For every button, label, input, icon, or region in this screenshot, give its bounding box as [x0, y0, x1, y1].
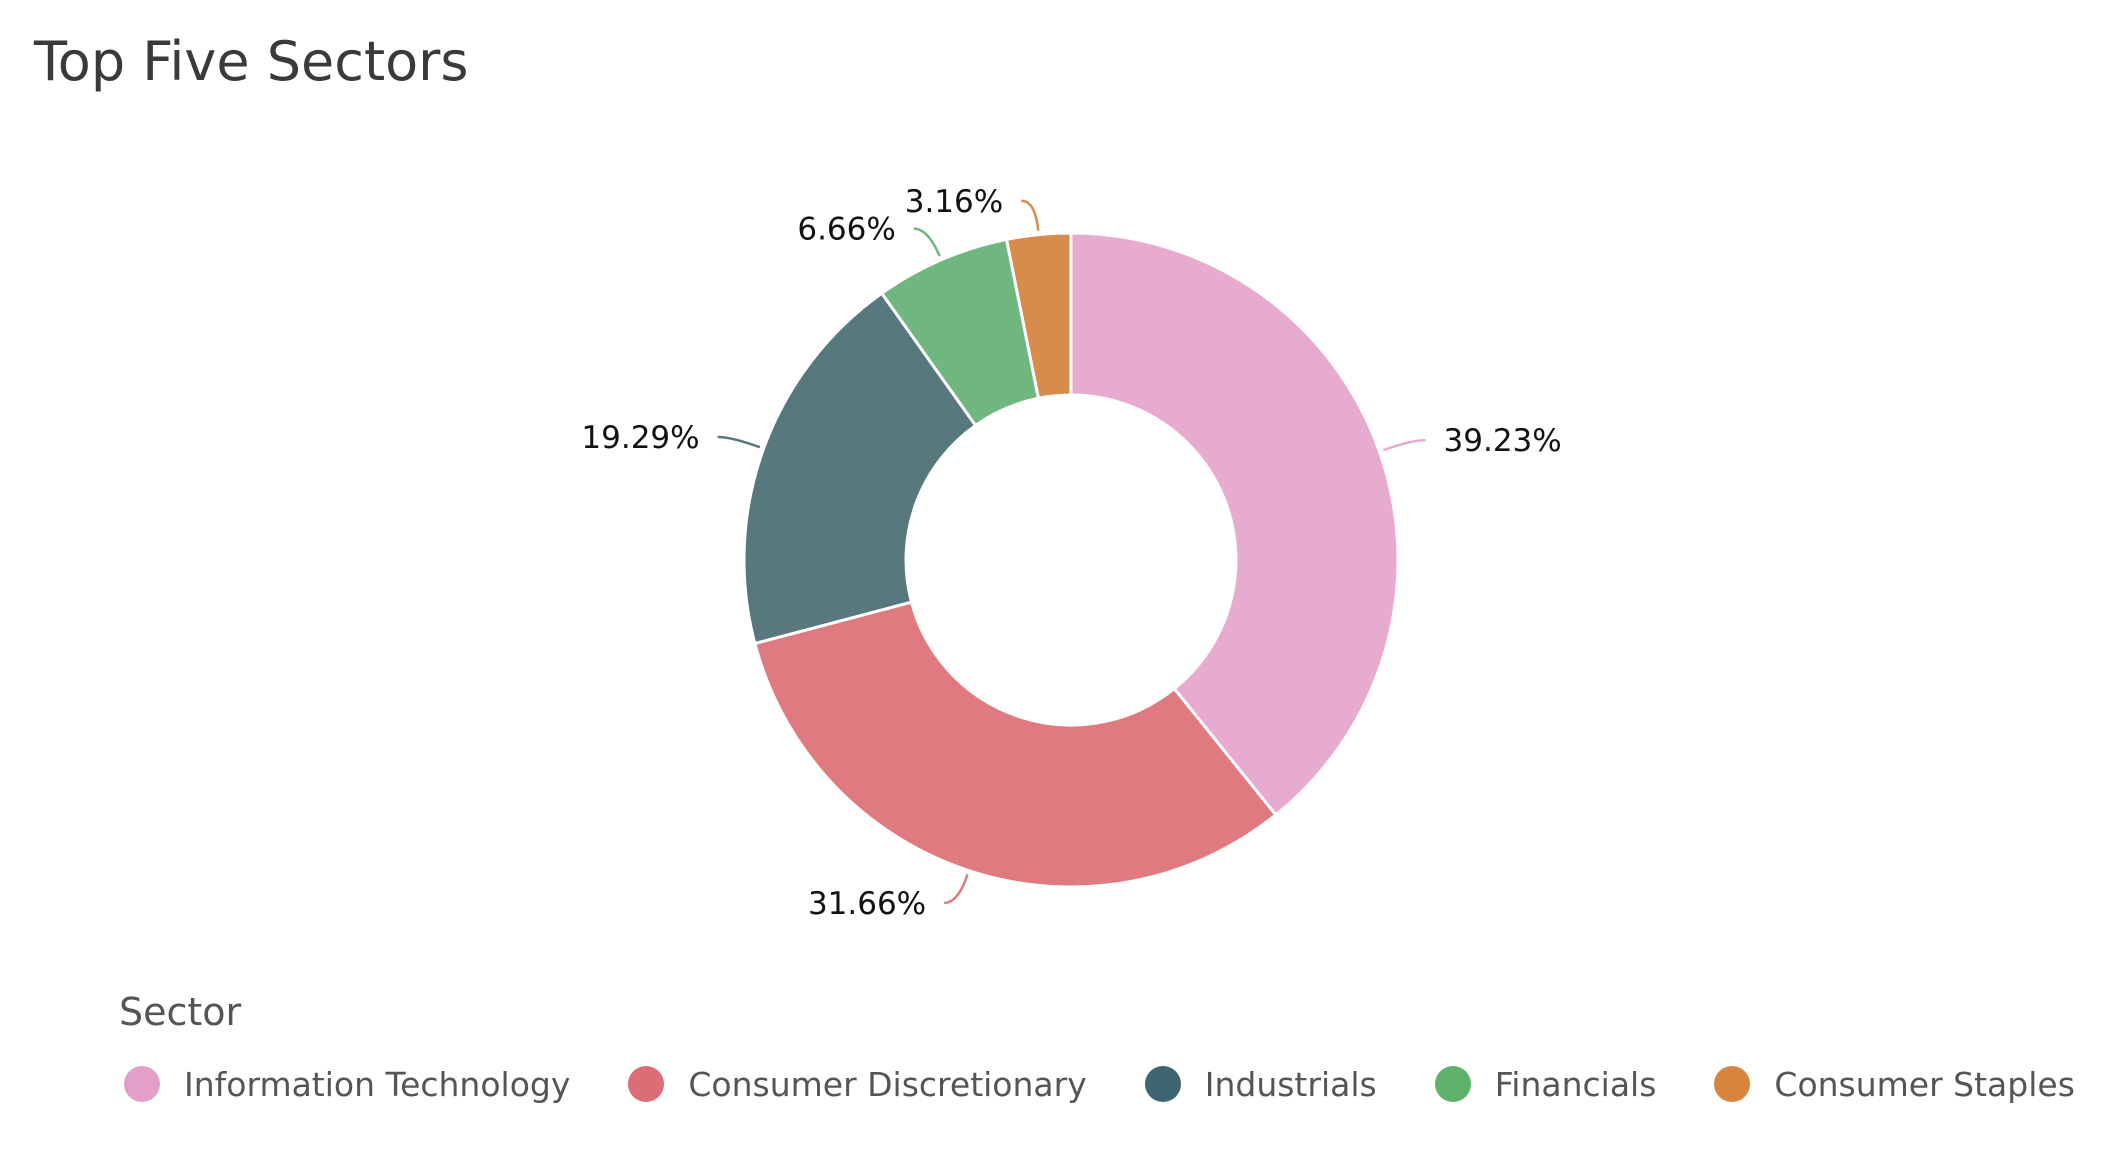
donut-slice-consumer-staples[interactable]: [1005, 231, 1073, 400]
donut-slice-consumer-discretionary[interactable]: [753, 600, 1278, 889]
legend-item-consumer-discretionary[interactable]: Consumer Discretionary: [628, 1064, 1087, 1104]
legend-label: Consumer Discretionary: [688, 1064, 1087, 1104]
legend-label: Financials: [1494, 1064, 1657, 1104]
donut-slice-industrials[interactable]: [742, 291, 978, 646]
legend-item-financials[interactable]: Financials: [1434, 1064, 1657, 1104]
legend-swatch: [1434, 1066, 1471, 1102]
data-label-consumer-discretionary: 31.66%: [808, 886, 926, 922]
slices-layer: [742, 231, 1400, 889]
legend-swatch: [1714, 1066, 1751, 1102]
legend-item-information-technology[interactable]: Information Technology: [124, 1065, 570, 1104]
legend-label: Industrials: [1204, 1064, 1377, 1104]
leader-line-industrials: [717, 435, 761, 449]
leader-line-financials: [913, 227, 941, 257]
legend-label: Consumer Staples: [1774, 1064, 2075, 1104]
legend-item-consumer-staples[interactable]: Consumer Staples: [1714, 1064, 2075, 1104]
leader-line-information-technology: [1382, 438, 1426, 452]
leader-line-consumer-staples: [1021, 199, 1040, 231]
chart-title: Top Five Sectors: [34, 30, 469, 93]
donut-slice-information-technology[interactable]: [1069, 231, 1400, 817]
data-label-industrials: 19.29%: [581, 420, 699, 456]
legend-title: Sector: [119, 990, 242, 1034]
data-label-financials: 6.66%: [797, 212, 895, 248]
legend-swatch: [1144, 1066, 1181, 1102]
legend-swatch: [124, 1066, 160, 1102]
data-label-consumer-staples: 3.16%: [905, 184, 1003, 220]
legend-item-industrials[interactable]: Industrials: [1144, 1064, 1377, 1104]
leader-lines-layer: [717, 199, 1426, 905]
leader-line-consumer-discretionary: [944, 874, 969, 905]
legend-swatch: [628, 1066, 665, 1102]
legend: Information Technology Consumer Discreti…: [124, 1056, 2128, 1112]
legend-label: Information Technology: [184, 1064, 571, 1104]
data-labels-layer: 39.23% 31.66% 19.29% 6.66% 3.16%: [581, 184, 1561, 922]
data-label-information-technology: 39.23%: [1444, 423, 1562, 459]
